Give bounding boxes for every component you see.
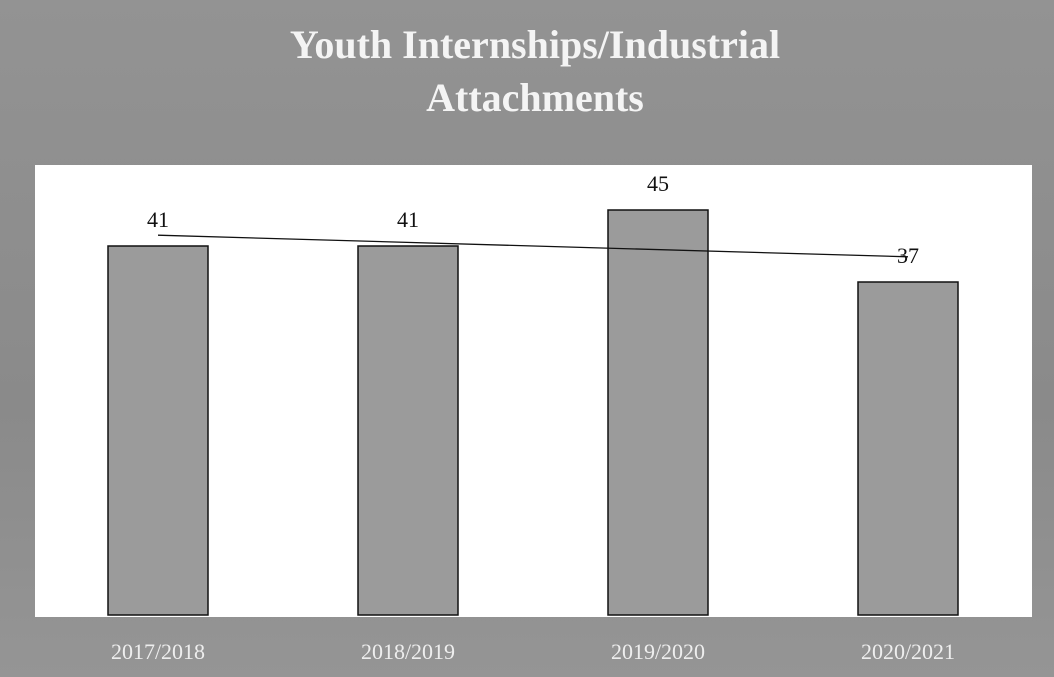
x-tick-label: 2019/2020 <box>611 639 705 664</box>
chart-title: Youth Internships/Industrial Attachments <box>289 22 781 120</box>
x-tick-label: 2017/2018 <box>111 639 205 664</box>
x-tick-label: 2020/2021 <box>861 639 955 664</box>
data-label: 45 <box>647 171 669 196</box>
bar <box>107 245 209 616</box>
bar <box>607 209 709 616</box>
bar <box>857 281 959 616</box>
data-label: 41 <box>147 207 169 232</box>
trendline <box>157 234 909 258</box>
data-label: 41 <box>397 207 419 232</box>
data-label: 37 <box>897 243 919 268</box>
bar <box>357 245 459 616</box>
x-tick-label: 2018/2019 <box>361 639 455 664</box>
